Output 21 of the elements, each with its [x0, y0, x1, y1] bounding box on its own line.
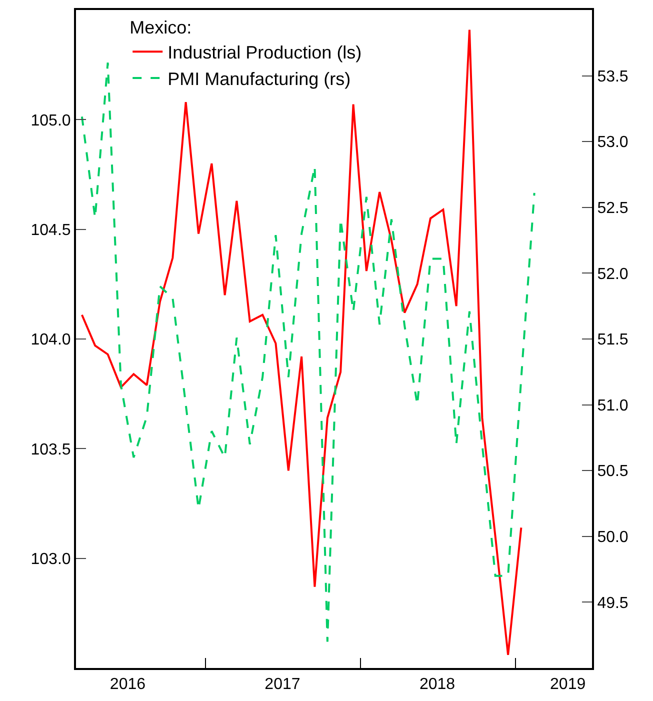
- legend-label: PMI Manufacturing (rs): [168, 69, 351, 90]
- y2-tick-label: 51.0: [597, 397, 628, 414]
- y2-tick-label: 50.5: [597, 463, 628, 480]
- y-tick-label: 105.0: [30, 112, 71, 130]
- y-tick-label: 104.5: [30, 222, 71, 239]
- y2-tick-label: 53.0: [597, 134, 628, 152]
- x-tick-label: 2018: [419, 676, 456, 694]
- y2-tick-label: 50.0: [597, 529, 628, 546]
- y-tick-label: 103.5: [30, 441, 71, 458]
- x-tick-label: 2017: [264, 676, 300, 694]
- x-tick-label: 2016: [110, 676, 146, 694]
- y-tick-label: 104.0: [30, 332, 71, 349]
- x-tick-label: 2019: [550, 676, 586, 694]
- y2-tick-label: 51.5: [597, 332, 628, 349]
- y2-tick-label: 49.5: [597, 594, 628, 612]
- legend-label: Industrial Production (ls): [168, 42, 362, 63]
- y2-tick-label: 53.5: [597, 68, 628, 86]
- legend-title: Mexico:: [130, 17, 192, 38]
- y-tick-label: 103.0: [30, 550, 71, 568]
- y2-tick-label: 52.5: [597, 200, 628, 217]
- y2-tick-label: 52.0: [597, 266, 628, 283]
